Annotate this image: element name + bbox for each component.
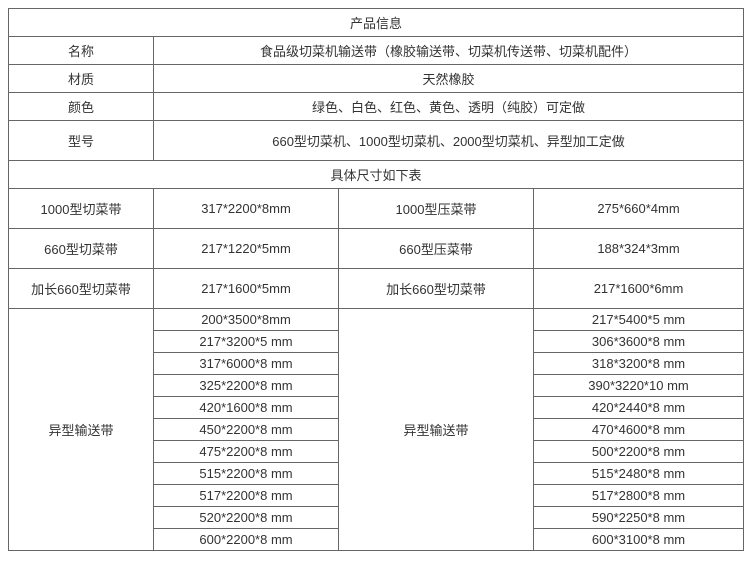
merged-left-label: 异型输送带 (9, 309, 154, 551)
merged-cell: 450*2200*8 mm (154, 419, 339, 441)
info-value: 绿色、白色、红色、黄色、透明（纯胶）可定做 (154, 93, 744, 121)
merged-right-label: 异型输送带 (339, 309, 534, 551)
merged-cell: 217*3200*5 mm (154, 331, 339, 353)
merged-cell: 590*2250*8 mm (534, 507, 744, 529)
info-row: 型号 660型切菜机、1000型切菜机、2000型切菜机、异型加工定做 (9, 121, 744, 161)
size-cell: 加长660型切菜带 (9, 269, 154, 309)
size-cell: 317*2200*8mm (154, 189, 339, 229)
info-value: 天然橡胶 (154, 65, 744, 93)
merged-cell: 325*2200*8 mm (154, 375, 339, 397)
merged-cell: 390*3220*10 mm (534, 375, 744, 397)
table-title: 产品信息 (9, 9, 744, 37)
info-label: 颜色 (9, 93, 154, 121)
merged-cell: 318*3200*8 mm (534, 353, 744, 375)
size-cell: 217*1600*6mm (534, 269, 744, 309)
info-row: 材质 天然橡胶 (9, 65, 744, 93)
merged-cell: 515*2200*8 mm (154, 463, 339, 485)
size-cell: 1000型切菜带 (9, 189, 154, 229)
size-header: 具体尺寸如下表 (9, 161, 744, 189)
merged-cell: 475*2200*8 mm (154, 441, 339, 463)
size-cell: 加长660型切菜带 (339, 269, 534, 309)
merged-row: 异型输送带200*3500*8mm异型输送带217*5400*5 mm (9, 309, 744, 331)
size-cell: 275*660*4mm (534, 189, 744, 229)
size-cell: 217*1600*5mm (154, 269, 339, 309)
merged-cell: 200*3500*8mm (154, 309, 339, 331)
info-value: 660型切菜机、1000型切菜机、2000型切菜机、异型加工定做 (154, 121, 744, 161)
info-row: 颜色 绿色、白色、红色、黄色、透明（纯胶）可定做 (9, 93, 744, 121)
info-label: 型号 (9, 121, 154, 161)
merged-cell: 217*5400*5 mm (534, 309, 744, 331)
size-row: 加长660型切菜带 217*1600*5mm 加长660型切菜带 217*160… (9, 269, 744, 309)
size-cell: 188*324*3mm (534, 229, 744, 269)
title-row: 产品信息 (9, 9, 744, 37)
merged-cell: 520*2200*8 mm (154, 507, 339, 529)
merged-cell: 306*3600*8 mm (534, 331, 744, 353)
size-cell: 1000型压菜带 (339, 189, 534, 229)
product-info-table: 产品信息 名称 食品级切菜机输送带（橡胶输送带、切菜机传送带、切菜机配件） 材质… (8, 8, 744, 551)
merged-cell: 420*1600*8 mm (154, 397, 339, 419)
merged-cell: 517*2800*8 mm (534, 485, 744, 507)
merged-cell: 517*2200*8 mm (154, 485, 339, 507)
merged-cell: 470*4600*8 mm (534, 419, 744, 441)
size-cell: 660型压菜带 (339, 229, 534, 269)
merged-cell: 500*2200*8 mm (534, 441, 744, 463)
info-label: 材质 (9, 65, 154, 93)
info-label: 名称 (9, 37, 154, 65)
size-cell: 660型切菜带 (9, 229, 154, 269)
size-cell: 217*1220*5mm (154, 229, 339, 269)
merged-cell: 515*2480*8 mm (534, 463, 744, 485)
merged-cell: 600*3100*8 mm (534, 529, 744, 551)
merged-cell: 600*2200*8 mm (154, 529, 339, 551)
size-header-row: 具体尺寸如下表 (9, 161, 744, 189)
info-value: 食品级切菜机输送带（橡胶输送带、切菜机传送带、切菜机配件） (154, 37, 744, 65)
merged-cell: 420*2440*8 mm (534, 397, 744, 419)
size-row: 660型切菜带 217*1220*5mm 660型压菜带 188*324*3mm (9, 229, 744, 269)
size-row: 1000型切菜带 317*2200*8mm 1000型压菜带 275*660*4… (9, 189, 744, 229)
info-row: 名称 食品级切菜机输送带（橡胶输送带、切菜机传送带、切菜机配件） (9, 37, 744, 65)
merged-cell: 317*6000*8 mm (154, 353, 339, 375)
